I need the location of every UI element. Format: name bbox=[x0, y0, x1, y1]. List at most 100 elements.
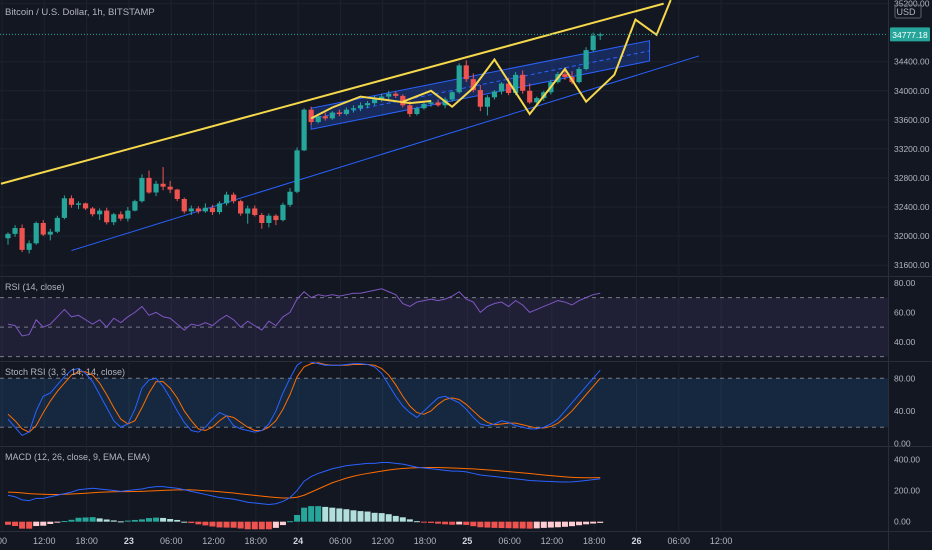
price-tick-label: 32400.00 bbox=[894, 202, 930, 212]
candle-body bbox=[520, 74, 526, 91]
candle-body bbox=[160, 183, 166, 187]
candle-body bbox=[259, 214, 265, 223]
label-layer: Bitcoin / U.S. Dollar, 1h, BITSTAMP RSI … bbox=[5, 7, 916, 462]
candle-body bbox=[104, 210, 110, 223]
macd-histogram-bar bbox=[5, 521, 11, 525]
macd-histogram-bar bbox=[265, 521, 272, 530]
macd-histogram-bar bbox=[308, 506, 315, 522]
macd-histogram-bar bbox=[442, 521, 449, 525]
candle-body bbox=[223, 194, 230, 204]
macd-histogram-bar bbox=[329, 507, 336, 522]
macd-histogram-bar bbox=[251, 521, 258, 530]
price-pane[interactable] bbox=[0, 0, 888, 254]
candle-body bbox=[61, 198, 67, 218]
macd-pane[interactable] bbox=[5, 462, 604, 530]
candle-body bbox=[315, 116, 321, 123]
macd-histogram-bar bbox=[336, 508, 343, 522]
macd-histogram-bar bbox=[413, 521, 420, 523]
candle-body bbox=[421, 103, 427, 109]
candle-body bbox=[19, 228, 25, 250]
candle-body bbox=[428, 102, 434, 104]
candle-body bbox=[266, 215, 272, 223]
macd-histogram-bar bbox=[272, 521, 279, 528]
candle-body bbox=[33, 222, 39, 244]
macd-histogram-bar bbox=[40, 521, 47, 526]
candle-body bbox=[456, 65, 462, 93]
candle-body bbox=[470, 79, 476, 91]
macd-signal-line[interactable] bbox=[7, 467, 601, 499]
candle-body bbox=[90, 208, 96, 215]
x-tick-label: 18:00 bbox=[583, 536, 606, 546]
candle-body bbox=[590, 35, 596, 51]
candle-body bbox=[97, 210, 103, 215]
candle-body bbox=[174, 189, 180, 200]
candle-body bbox=[364, 103, 371, 106]
rsi-pane[interactable] bbox=[7, 288, 601, 337]
price-tick-label: 34400.00 bbox=[894, 57, 930, 67]
macd-histogram-bar bbox=[399, 517, 406, 522]
candle-body bbox=[322, 116, 328, 119]
candle-body bbox=[181, 199, 187, 212]
last-price-label: 34777.18 bbox=[892, 30, 928, 40]
currency-label[interactable]: USD bbox=[896, 7, 916, 17]
candle-body bbox=[280, 204, 286, 221]
stoch-d-line[interactable] bbox=[7, 362, 601, 433]
macd-histogram-bar bbox=[146, 518, 152, 522]
price-tick-label: 34000.00 bbox=[894, 86, 930, 96]
price-tick-label: 31600.00 bbox=[894, 260, 930, 270]
candle-body bbox=[195, 208, 201, 212]
candle-body bbox=[287, 191, 293, 205]
stoch-band bbox=[0, 378, 888, 428]
stoch-k-line[interactable] bbox=[7, 360, 601, 437]
macd-histogram-bar bbox=[237, 521, 244, 529]
candle-body bbox=[202, 207, 208, 212]
macd-histogram-bar bbox=[590, 521, 597, 524]
candle-body bbox=[132, 201, 138, 211]
x-tick-label: 12:00 bbox=[202, 536, 225, 546]
macd-histogram-bar bbox=[315, 506, 322, 522]
macd-histogram-bar bbox=[75, 517, 82, 522]
symbol-title: Bitcoin / U.S. Dollar, 1h, BITSTAMP bbox=[5, 7, 155, 18]
x-tick-label: 00 bbox=[0, 536, 7, 546]
candle-body bbox=[139, 177, 145, 202]
stoch-tick-label: 40.00 bbox=[894, 406, 916, 416]
candle-body bbox=[336, 112, 342, 115]
candle-body bbox=[40, 222, 46, 235]
rsi-tick-label: 60.00 bbox=[894, 307, 916, 317]
macd-histogram-bar bbox=[209, 521, 216, 527]
rsi-line[interactable] bbox=[7, 288, 601, 337]
macd-histogram-bar bbox=[512, 521, 519, 529]
x-tick-label: 12:00 bbox=[710, 536, 733, 546]
zigzag-pattern-main[interactable] bbox=[402, 0, 672, 116]
zigzag-pattern-short[interactable] bbox=[310, 95, 432, 120]
x-tick-label: 06:00 bbox=[329, 536, 352, 546]
candle-body bbox=[484, 97, 490, 107]
macd-histogram-bar bbox=[110, 520, 117, 522]
macd-histogram-bar bbox=[188, 521, 195, 524]
candle-body bbox=[75, 203, 82, 205]
candle-body bbox=[188, 208, 194, 212]
macd-histogram-bar bbox=[350, 510, 357, 522]
macd-line[interactable] bbox=[7, 462, 601, 506]
macd-histogram-bar bbox=[279, 521, 286, 526]
upper-trend-line[interactable] bbox=[0, 2, 664, 185]
candle-body bbox=[26, 243, 32, 250]
stoch-rsi-pane[interactable] bbox=[7, 360, 601, 437]
price-tick-label: 33200.00 bbox=[894, 144, 930, 154]
indicator-bands bbox=[0, 297, 888, 428]
macd-histogram-bar bbox=[498, 521, 505, 529]
candle-body bbox=[308, 109, 314, 123]
macd-histogram-bar bbox=[103, 519, 110, 522]
macd-histogram-bar bbox=[202, 521, 209, 526]
candle-body bbox=[562, 74, 568, 77]
candle-body bbox=[153, 183, 159, 193]
currency-box[interactable] bbox=[894, 4, 922, 19]
macd-histogram-bar bbox=[33, 521, 40, 527]
lower-trend-line[interactable] bbox=[71, 55, 700, 252]
macd-histogram-bar bbox=[597, 521, 604, 523]
macd-histogram-bar bbox=[160, 517, 167, 522]
macd-histogram-bar bbox=[294, 514, 301, 522]
candle-body bbox=[273, 215, 279, 221]
